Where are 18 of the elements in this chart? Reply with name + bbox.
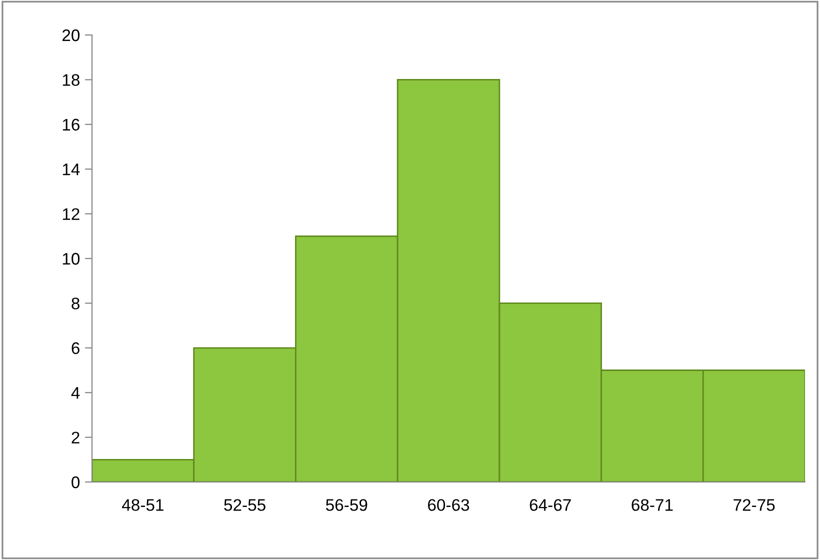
y-tick-label: 4 [71,387,80,399]
x-tick-label: 56-59 [326,499,368,511]
y-tick-label: 16 [62,118,80,131]
y-tick-label: 18 [62,74,80,86]
x-tick-label: 64-67 [530,499,571,511]
x-tick-label: 60-63 [428,499,470,511]
y-tick-label: 6 [72,342,80,354]
y-tick-label: 12 [62,208,80,220]
y-tick-label: 2 [72,432,80,444]
y-tick-label: 14 [62,164,80,176]
y-tick-label: 10 [62,252,80,265]
x-tick-label: 68-71 [632,499,673,511]
x-tick-label: 72-75 [734,499,775,511]
x-tick-label: 52-55 [224,499,266,511]
x-tick-label: 48-51 [122,499,164,511]
y-tick-label: 20 [62,29,80,42]
y-tick-label: 8 [72,298,80,310]
y-tick-label: 0 [72,476,80,488]
